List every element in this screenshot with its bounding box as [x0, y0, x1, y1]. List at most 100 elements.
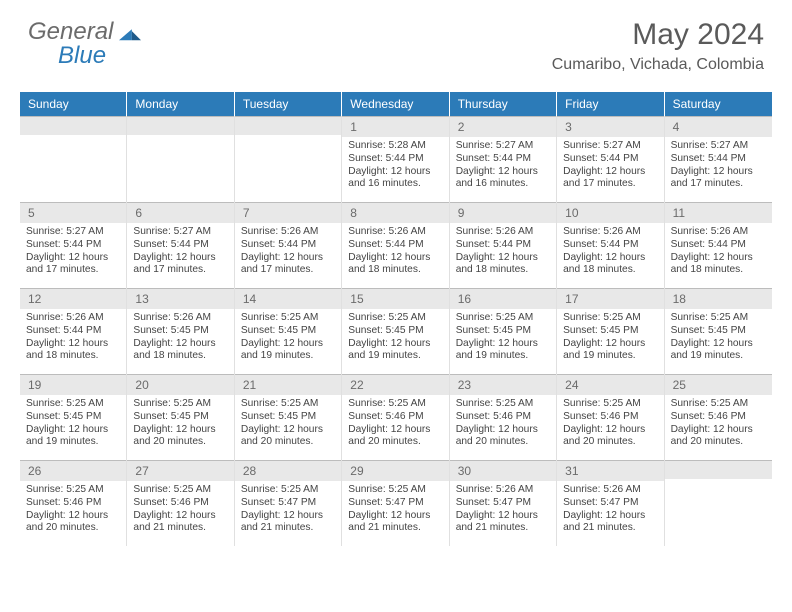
- day-cell: 16Sunrise: 5:25 AMSunset: 5:45 PMDayligh…: [450, 288, 557, 374]
- day-number: 13: [127, 288, 233, 309]
- dow-wednesday: Wednesday: [342, 92, 449, 116]
- daylight-text: Daylight: 12 hours and 18 minutes.: [133, 338, 227, 364]
- day-body: Sunrise: 5:26 AMSunset: 5:44 PMDaylight:…: [665, 223, 772, 281]
- sunrise-text: Sunrise: 5:27 AM: [133, 226, 227, 239]
- week-row: 1Sunrise: 5:28 AMSunset: 5:44 PMDaylight…: [20, 116, 772, 202]
- day-body: Sunrise: 5:27 AMSunset: 5:44 PMDaylight:…: [20, 223, 126, 281]
- sunrise-text: Sunrise: 5:25 AM: [671, 398, 766, 411]
- day-number: 28: [235, 460, 341, 481]
- sunrise-text: Sunrise: 5:25 AM: [26, 398, 120, 411]
- day-cell: 9Sunrise: 5:26 AMSunset: 5:44 PMDaylight…: [450, 202, 557, 288]
- day-body: [20, 135, 126, 142]
- day-cell: 29Sunrise: 5:25 AMSunset: 5:47 PMDayligh…: [342, 460, 449, 546]
- day-body: Sunrise: 5:26 AMSunset: 5:47 PMDaylight:…: [450, 481, 556, 539]
- sunrise-text: Sunrise: 5:27 AM: [456, 140, 550, 153]
- daylight-text: Daylight: 12 hours and 21 minutes.: [348, 510, 442, 536]
- sunset-text: Sunset: 5:44 PM: [563, 153, 657, 166]
- day-body: Sunrise: 5:28 AMSunset: 5:44 PMDaylight:…: [342, 137, 448, 195]
- day-cell: 5Sunrise: 5:27 AMSunset: 5:44 PMDaylight…: [20, 202, 127, 288]
- sunrise-text: Sunrise: 5:25 AM: [348, 484, 442, 497]
- daylight-text: Daylight: 12 hours and 20 minutes.: [241, 424, 335, 450]
- day-body: Sunrise: 5:25 AMSunset: 5:47 PMDaylight:…: [235, 481, 341, 539]
- day-body: [127, 135, 233, 142]
- daylight-text: Daylight: 12 hours and 18 minutes.: [563, 252, 657, 278]
- sunrise-text: Sunrise: 5:27 AM: [26, 226, 120, 239]
- logo-mark-icon: [119, 23, 141, 41]
- daylight-text: Daylight: 12 hours and 20 minutes.: [133, 424, 227, 450]
- day-number: 19: [20, 374, 126, 395]
- day-body: Sunrise: 5:25 AMSunset: 5:46 PMDaylight:…: [127, 481, 233, 539]
- day-cell: [235, 116, 342, 202]
- day-body: Sunrise: 5:25 AMSunset: 5:46 PMDaylight:…: [450, 395, 556, 453]
- daylight-text: Daylight: 12 hours and 18 minutes.: [26, 338, 120, 364]
- sunset-text: Sunset: 5:45 PM: [348, 325, 442, 338]
- day-body: [235, 135, 341, 142]
- day-cell: 17Sunrise: 5:25 AMSunset: 5:45 PMDayligh…: [557, 288, 664, 374]
- day-body: Sunrise: 5:27 AMSunset: 5:44 PMDaylight:…: [557, 137, 663, 195]
- day-number: 18: [665, 288, 772, 309]
- day-cell: 7Sunrise: 5:26 AMSunset: 5:44 PMDaylight…: [235, 202, 342, 288]
- day-number: 25: [665, 374, 772, 395]
- day-cell: 18Sunrise: 5:25 AMSunset: 5:45 PMDayligh…: [665, 288, 772, 374]
- logo: General Blue: [28, 18, 143, 46]
- day-body: Sunrise: 5:25 AMSunset: 5:45 PMDaylight:…: [342, 309, 448, 367]
- day-number: [235, 116, 341, 135]
- day-cell: 19Sunrise: 5:25 AMSunset: 5:45 PMDayligh…: [20, 374, 127, 460]
- day-body: Sunrise: 5:25 AMSunset: 5:46 PMDaylight:…: [342, 395, 448, 453]
- day-body: [665, 479, 772, 486]
- calendar-grid: Sunday Monday Tuesday Wednesday Thursday…: [20, 92, 772, 546]
- dow-thursday: Thursday: [450, 92, 557, 116]
- day-number: 1: [342, 116, 448, 137]
- sunrise-text: Sunrise: 5:25 AM: [563, 312, 657, 325]
- sunset-text: Sunset: 5:44 PM: [241, 239, 335, 252]
- day-body: Sunrise: 5:25 AMSunset: 5:45 PMDaylight:…: [450, 309, 556, 367]
- day-number: 2: [450, 116, 556, 137]
- sunset-text: Sunset: 5:45 PM: [456, 325, 550, 338]
- day-cell: 27Sunrise: 5:25 AMSunset: 5:46 PMDayligh…: [127, 460, 234, 546]
- day-number: 27: [127, 460, 233, 481]
- sunrise-text: Sunrise: 5:26 AM: [133, 312, 227, 325]
- sunrise-text: Sunrise: 5:28 AM: [348, 140, 442, 153]
- sunrise-text: Sunrise: 5:26 AM: [241, 226, 335, 239]
- week-row: 5Sunrise: 5:27 AMSunset: 5:44 PMDaylight…: [20, 202, 772, 288]
- day-number: 6: [127, 202, 233, 223]
- daylight-text: Daylight: 12 hours and 20 minutes.: [563, 424, 657, 450]
- day-body: Sunrise: 5:26 AMSunset: 5:44 PMDaylight:…: [235, 223, 341, 281]
- day-body: Sunrise: 5:25 AMSunset: 5:46 PMDaylight:…: [20, 481, 126, 539]
- day-cell: 28Sunrise: 5:25 AMSunset: 5:47 PMDayligh…: [235, 460, 342, 546]
- sunset-text: Sunset: 5:47 PM: [241, 497, 335, 510]
- daylight-text: Daylight: 12 hours and 19 minutes.: [563, 338, 657, 364]
- day-cell: 20Sunrise: 5:25 AMSunset: 5:45 PMDayligh…: [127, 374, 234, 460]
- sunset-text: Sunset: 5:47 PM: [563, 497, 657, 510]
- sunset-text: Sunset: 5:44 PM: [348, 153, 442, 166]
- sunset-text: Sunset: 5:45 PM: [563, 325, 657, 338]
- day-body: Sunrise: 5:25 AMSunset: 5:45 PMDaylight:…: [20, 395, 126, 453]
- daylight-text: Daylight: 12 hours and 20 minutes.: [456, 424, 550, 450]
- day-body: Sunrise: 5:25 AMSunset: 5:45 PMDaylight:…: [235, 309, 341, 367]
- day-cell: 8Sunrise: 5:26 AMSunset: 5:44 PMDaylight…: [342, 202, 449, 288]
- sunset-text: Sunset: 5:44 PM: [26, 239, 120, 252]
- day-body: Sunrise: 5:26 AMSunset: 5:44 PMDaylight:…: [20, 309, 126, 367]
- sunrise-text: Sunrise: 5:25 AM: [456, 398, 550, 411]
- day-body: Sunrise: 5:26 AMSunset: 5:44 PMDaylight:…: [450, 223, 556, 281]
- day-cell: 22Sunrise: 5:25 AMSunset: 5:46 PMDayligh…: [342, 374, 449, 460]
- day-number: 21: [235, 374, 341, 395]
- week-row: 19Sunrise: 5:25 AMSunset: 5:45 PMDayligh…: [20, 374, 772, 460]
- sunrise-text: Sunrise: 5:25 AM: [348, 398, 442, 411]
- sunset-text: Sunset: 5:45 PM: [26, 411, 120, 424]
- sunrise-text: Sunrise: 5:25 AM: [348, 312, 442, 325]
- day-number: 7: [235, 202, 341, 223]
- sunset-text: Sunset: 5:44 PM: [671, 239, 766, 252]
- sunrise-text: Sunrise: 5:26 AM: [456, 484, 550, 497]
- daylight-text: Daylight: 12 hours and 19 minutes.: [671, 338, 766, 364]
- daylight-text: Daylight: 12 hours and 19 minutes.: [456, 338, 550, 364]
- day-body: Sunrise: 5:26 AMSunset: 5:44 PMDaylight:…: [557, 223, 663, 281]
- day-body: Sunrise: 5:27 AMSunset: 5:44 PMDaylight:…: [665, 137, 772, 195]
- day-number: [127, 116, 233, 135]
- sunset-text: Sunset: 5:46 PM: [133, 497, 227, 510]
- sunset-text: Sunset: 5:44 PM: [348, 239, 442, 252]
- day-cell: [665, 460, 772, 546]
- day-body: Sunrise: 5:26 AMSunset: 5:44 PMDaylight:…: [342, 223, 448, 281]
- day-number: 4: [665, 116, 772, 137]
- day-number: 5: [20, 202, 126, 223]
